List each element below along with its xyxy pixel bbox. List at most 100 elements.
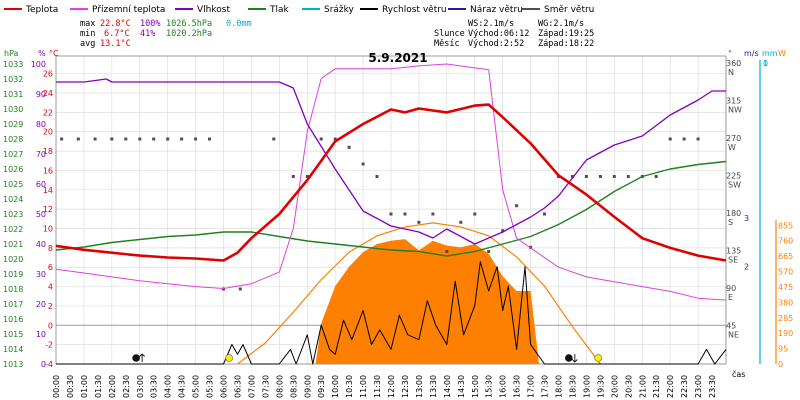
temp-tick: 0 (48, 321, 53, 330)
dir-label: W (728, 143, 736, 152)
solar-axis-title: W (778, 49, 786, 58)
x-tick: 04:00 (164, 375, 173, 398)
pct-tick: 70 (36, 150, 46, 159)
wind-dir-point (403, 212, 407, 216)
dir-tick: 135 (726, 247, 741, 256)
wind-dir-point (459, 220, 463, 224)
pressure-line (55, 160, 727, 257)
wind-dir-point (515, 204, 519, 208)
sunrise-marker (225, 354, 233, 362)
legend-label: Srážky (324, 5, 355, 15)
legend-label: Rychlost větru (382, 5, 447, 15)
dir-label: N (728, 68, 734, 77)
x-tick: 10:00 (331, 375, 340, 398)
x-tick: 12:00 (387, 375, 396, 398)
hpa-tick: 1027 (3, 150, 23, 159)
stat-text: 1026.5hPa (166, 19, 212, 29)
wind-dir-point (487, 250, 491, 253)
x-tick: 10:30 (345, 375, 354, 398)
dir-label: SE (728, 256, 738, 265)
temp-axis-title: °C (49, 49, 59, 58)
stat-text: Západ:18:22 (538, 39, 594, 49)
temp-tick: 20 (43, 128, 53, 137)
temp-tick: 4 (48, 283, 53, 292)
pct-tick: 30 (36, 270, 46, 279)
pct-tick: 10 (36, 330, 46, 339)
wind-dir-point (445, 250, 449, 253)
axes: hPa% °C1033103210311030102910281027102610… (3, 49, 793, 398)
hpa-tick: 1018 (3, 285, 23, 294)
wind-dir-point (612, 175, 616, 178)
hpa-tick: 1019 (3, 270, 23, 279)
moonrise-arrow (139, 353, 145, 362)
humidity-line (56, 78, 726, 245)
moonset-marker (565, 354, 573, 362)
rain-tick: 1 (763, 59, 768, 68)
legend-label: Přízemní teplota (92, 5, 165, 15)
dir-label: E (728, 293, 733, 302)
plot-area (55, 63, 727, 365)
wind-dir-point (138, 137, 142, 141)
wind-dir-point (238, 287, 242, 291)
wind-dir-point (375, 175, 379, 178)
wind-dir-point (347, 145, 351, 149)
x-tick: 05:30 (206, 375, 215, 398)
hpa-tick: 1022 (3, 225, 23, 234)
hpa-tick: 1030 (3, 105, 23, 114)
dir-label: S (728, 218, 733, 227)
wind-dir-point (696, 137, 700, 141)
wind-dir-point (584, 175, 588, 178)
temp-tick: 22 (43, 108, 53, 117)
pct-tick: 50 (36, 210, 46, 219)
stat-text: WG:2.1m/s (538, 19, 584, 29)
x-tick: 22:30 (680, 375, 689, 398)
stats-panel: max 22.8°C 100% 1026.5hPa 0.0mm min 6.7°C 41% 10… (80, 19, 594, 49)
stat-text: Západ:19:25 (538, 29, 594, 39)
x-tick: 01:30 (94, 375, 103, 398)
dir-tick: 180 (726, 209, 741, 218)
wind-dir-point (682, 137, 686, 141)
temp-tick: -2 (45, 341, 53, 350)
x-tick: 19:00 (582, 375, 591, 398)
stat-text: Východ:2:52 (468, 39, 524, 49)
pct-tick: 20 (36, 300, 46, 309)
x-tick: 07:30 (261, 375, 270, 398)
wind-dir-point (473, 212, 477, 216)
x-tick: 00:00 (52, 375, 61, 398)
x-tick: 04:30 (178, 375, 187, 398)
wind-dir-point (501, 229, 505, 233)
x-tick: 02:00 (108, 375, 117, 398)
x-tick: 08:30 (289, 375, 298, 398)
temp-tick: 26 (43, 70, 53, 79)
wind-dir-point (180, 137, 184, 141)
temp-tick: 14 (43, 186, 53, 195)
legend-label: Teplota (25, 5, 58, 15)
hpa-tick: 1016 (3, 315, 23, 324)
solar-tick: 95 (778, 345, 788, 354)
wind-dir-point (668, 137, 672, 141)
legend-label: Směr větru (544, 5, 594, 15)
x-tick: 18:30 (568, 375, 577, 398)
dir-tick: 90 (726, 284, 736, 293)
wind-speed-line (56, 261, 727, 365)
moonset-arrow (572, 354, 578, 363)
stat-text: max (80, 19, 95, 29)
stat-text: avg (80, 39, 95, 49)
wind-dir-point (76, 137, 80, 141)
hpa-tick: 1024 (3, 195, 23, 204)
dir-label: SW (728, 181, 741, 190)
pct-tick: 100 (31, 60, 46, 69)
stat-text: WS:2.1m/s (468, 19, 514, 29)
x-tick: 03:00 (136, 375, 145, 398)
stat-text: Východ:06:12 (468, 29, 529, 39)
x-tick: 18:00 (555, 375, 564, 398)
stat-text: 1020.2hPa (166, 29, 212, 39)
wind-dir-point (194, 137, 198, 141)
temp-tick: 18 (43, 147, 53, 156)
stat-text: 41% (140, 29, 155, 39)
solar-tick: 190 (778, 329, 793, 338)
temp-tick: 2 (48, 302, 53, 311)
x-tick: 16:00 (499, 375, 508, 398)
hpa-tick: 1033 (3, 60, 23, 69)
x-tick: 22:00 (666, 375, 675, 398)
